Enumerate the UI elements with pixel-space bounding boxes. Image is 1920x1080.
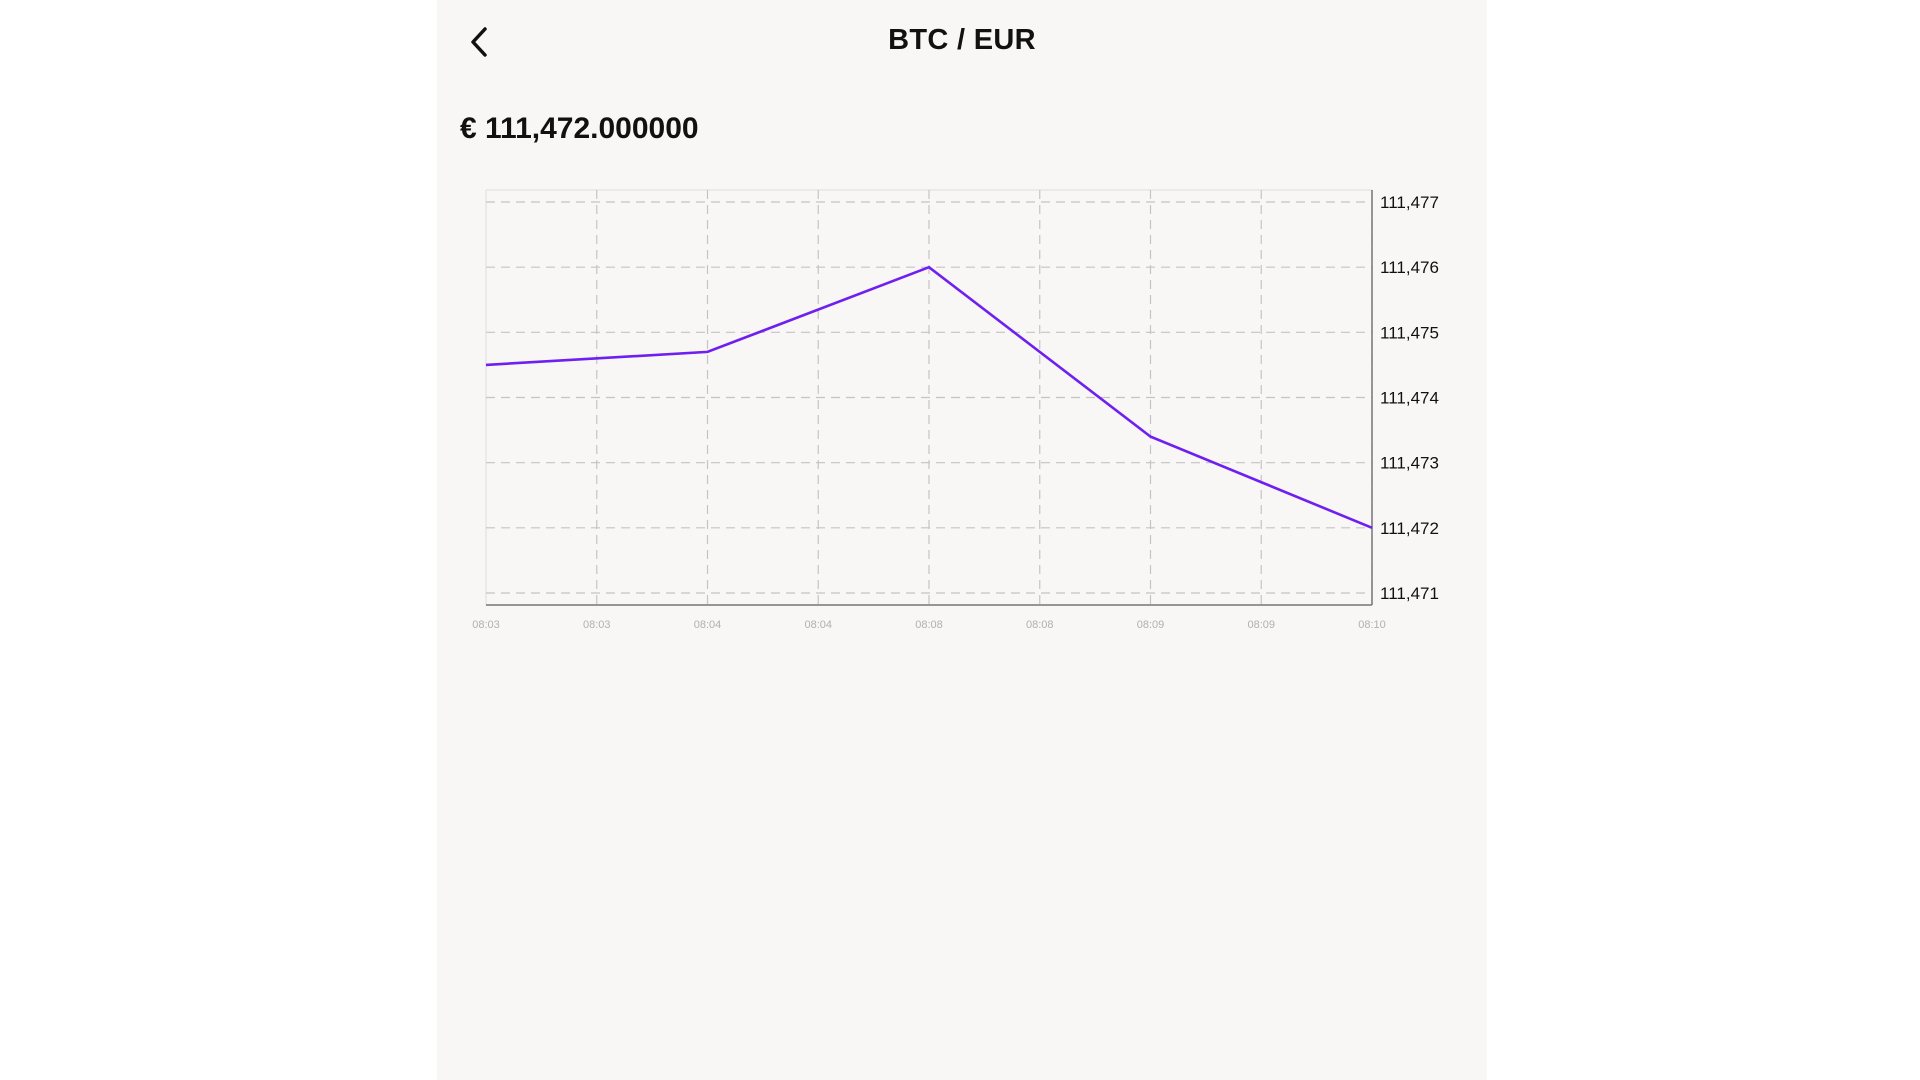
y-tick-label: 111,472 [1380, 519, 1439, 538]
y-tick-label: 111,476 [1380, 258, 1439, 277]
y-tick-label: 111,473 [1380, 454, 1439, 473]
current-price: € 111,472.000000 [460, 112, 699, 145]
chevron-left-icon [471, 27, 487, 57]
x-tick-label: 08:08 [1026, 619, 1054, 631]
page-title: BTC / EUR [888, 24, 1036, 56]
y-tick-label: 111,475 [1380, 323, 1439, 342]
x-tick-label: 08:03 [583, 619, 611, 631]
price-chart: 111,477 111,476 111,475 111,474 111,473 111,4… [472, 189, 1439, 631]
back-button[interactable] [457, 20, 501, 64]
x-tick-label: 08:04 [804, 619, 832, 631]
app-screen: BTC / EUR € 111,472.000000 111,477 111,47… [437, 0, 1487, 1080]
y-tick-label: 111,474 [1380, 389, 1439, 408]
x-tick-label: 08:09 [1247, 619, 1275, 631]
x-tick-label: 08:08 [915, 619, 943, 631]
price-series-line [485, 265, 1373, 530]
header: BTC / EUR [437, 0, 1487, 86]
y-tick-label: 111,471 [1380, 584, 1439, 603]
x-tick-label: 08:10 [1358, 619, 1386, 631]
y-tick-label: 111,477 [1380, 193, 1439, 212]
x-tick-label: 08:09 [1137, 619, 1165, 631]
x-tick-label: 08:04 [694, 619, 722, 631]
x-tick-label: 08:03 [472, 619, 500, 631]
